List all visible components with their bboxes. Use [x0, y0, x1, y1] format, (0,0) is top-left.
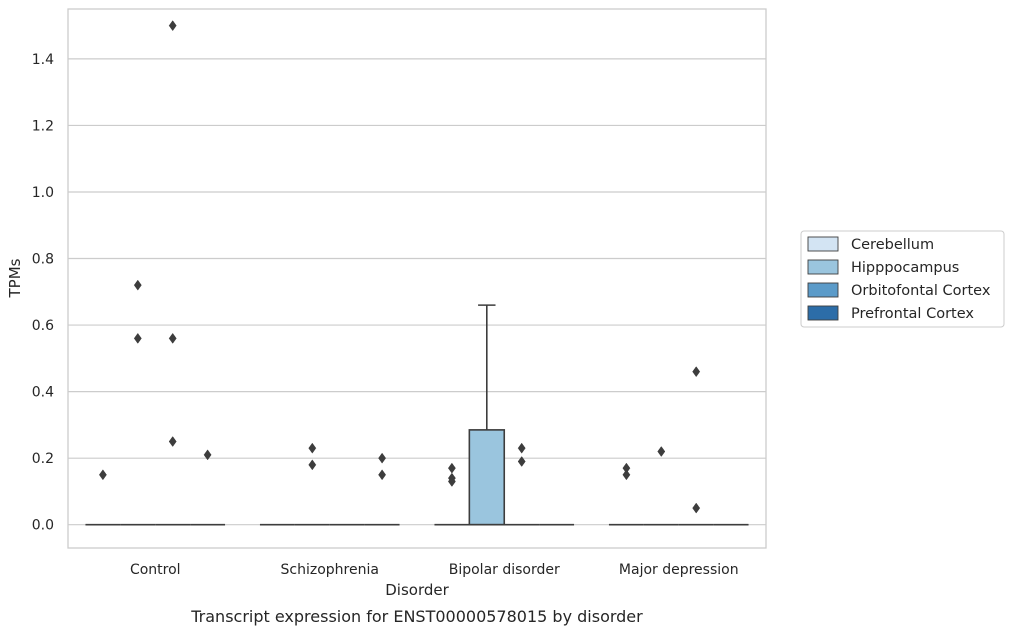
box-prefrontal-cortex	[364, 452, 400, 526]
box-hipppocampus	[294, 442, 330, 526]
x-tick-label: Control	[130, 562, 181, 578]
box-cerebellum	[85, 469, 121, 526]
box-cerebellum	[608, 462, 644, 526]
outlier-point	[308, 459, 317, 471]
y-axis-title: TPMs	[6, 258, 24, 298]
gridlines	[68, 58, 766, 526]
box-series	[85, 20, 749, 526]
y-tick-label: 1.0	[32, 185, 54, 201]
legend-frame	[800, 230, 1005, 328]
box-hipppocampus	[120, 279, 156, 526]
outlier-point	[168, 20, 177, 32]
outlier-point	[692, 366, 701, 378]
outlier-point	[203, 449, 212, 461]
outlier-point	[447, 472, 456, 484]
y-tick-label: 0.4	[32, 385, 54, 401]
outlier-point	[517, 442, 526, 454]
outlier-point	[133, 279, 142, 291]
outlier-point	[447, 462, 456, 474]
legend-label: Hipppocampus	[851, 260, 959, 276]
y-tick-label: 1.4	[32, 52, 54, 68]
y-axis-ticks: 0.0 0.2 0.4 0.6 0.8 1.0 1.2 1.4	[32, 52, 54, 534]
outlier-point	[622, 469, 631, 481]
x-tick-label: Major depression	[619, 562, 739, 578]
legend: Cerebellum Hipppocampus Orbitofontal Corte…	[800, 230, 1005, 328]
x-tick-label: Bipolar disorder	[449, 562, 560, 578]
box-orbitofontal-cortex	[504, 442, 540, 526]
outlier-point	[657, 446, 666, 457]
outlier-point	[517, 456, 526, 467]
box-hipppocampus	[468, 304, 506, 526]
box-hipppocampus	[643, 446, 679, 526]
y-tick-label: 0.8	[32, 252, 54, 268]
chart-caption: Transcript expression for ENST0000057801…	[190, 607, 643, 626]
x-axis-ticks: Control Schizophrenia Bipolar disorder Majo…	[130, 562, 739, 578]
x-axis-title: Disorder	[385, 581, 449, 599]
outlier-point	[622, 462, 631, 474]
outlier-point	[168, 332, 177, 344]
outlier-point	[308, 442, 317, 454]
box-orbitofontal-cortex	[155, 20, 191, 526]
box-orbitofontal-cortex	[678, 366, 714, 526]
outlier-point	[378, 469, 387, 481]
box-body	[468, 429, 506, 526]
y-tick-label: 0.6	[32, 318, 54, 334]
legend-swatch	[807, 305, 839, 321]
plot-frame	[67, 8, 767, 549]
legend-label: Cerebellum	[851, 237, 934, 253]
legend-label: Prefrontal Cortex	[851, 306, 974, 322]
x-tick-label: Schizophrenia	[281, 562, 379, 578]
legend-swatch	[807, 236, 839, 252]
outlier-point	[692, 502, 701, 514]
legend-label: Orbitofontal Cortex	[851, 283, 991, 299]
legend-swatch	[807, 282, 839, 298]
outlier-point	[378, 452, 387, 464]
y-tick-label: 0.0	[32, 518, 54, 534]
outlier-point	[168, 436, 177, 447]
box-prefrontal-cortex	[190, 449, 226, 526]
y-tick-label: 0.2	[32, 451, 54, 467]
y-tick-label: 1.2	[32, 118, 54, 134]
outlier-point	[98, 469, 107, 481]
outlier-point	[133, 332, 142, 344]
box-cerebellum	[434, 462, 470, 526]
legend-swatch	[807, 259, 839, 275]
